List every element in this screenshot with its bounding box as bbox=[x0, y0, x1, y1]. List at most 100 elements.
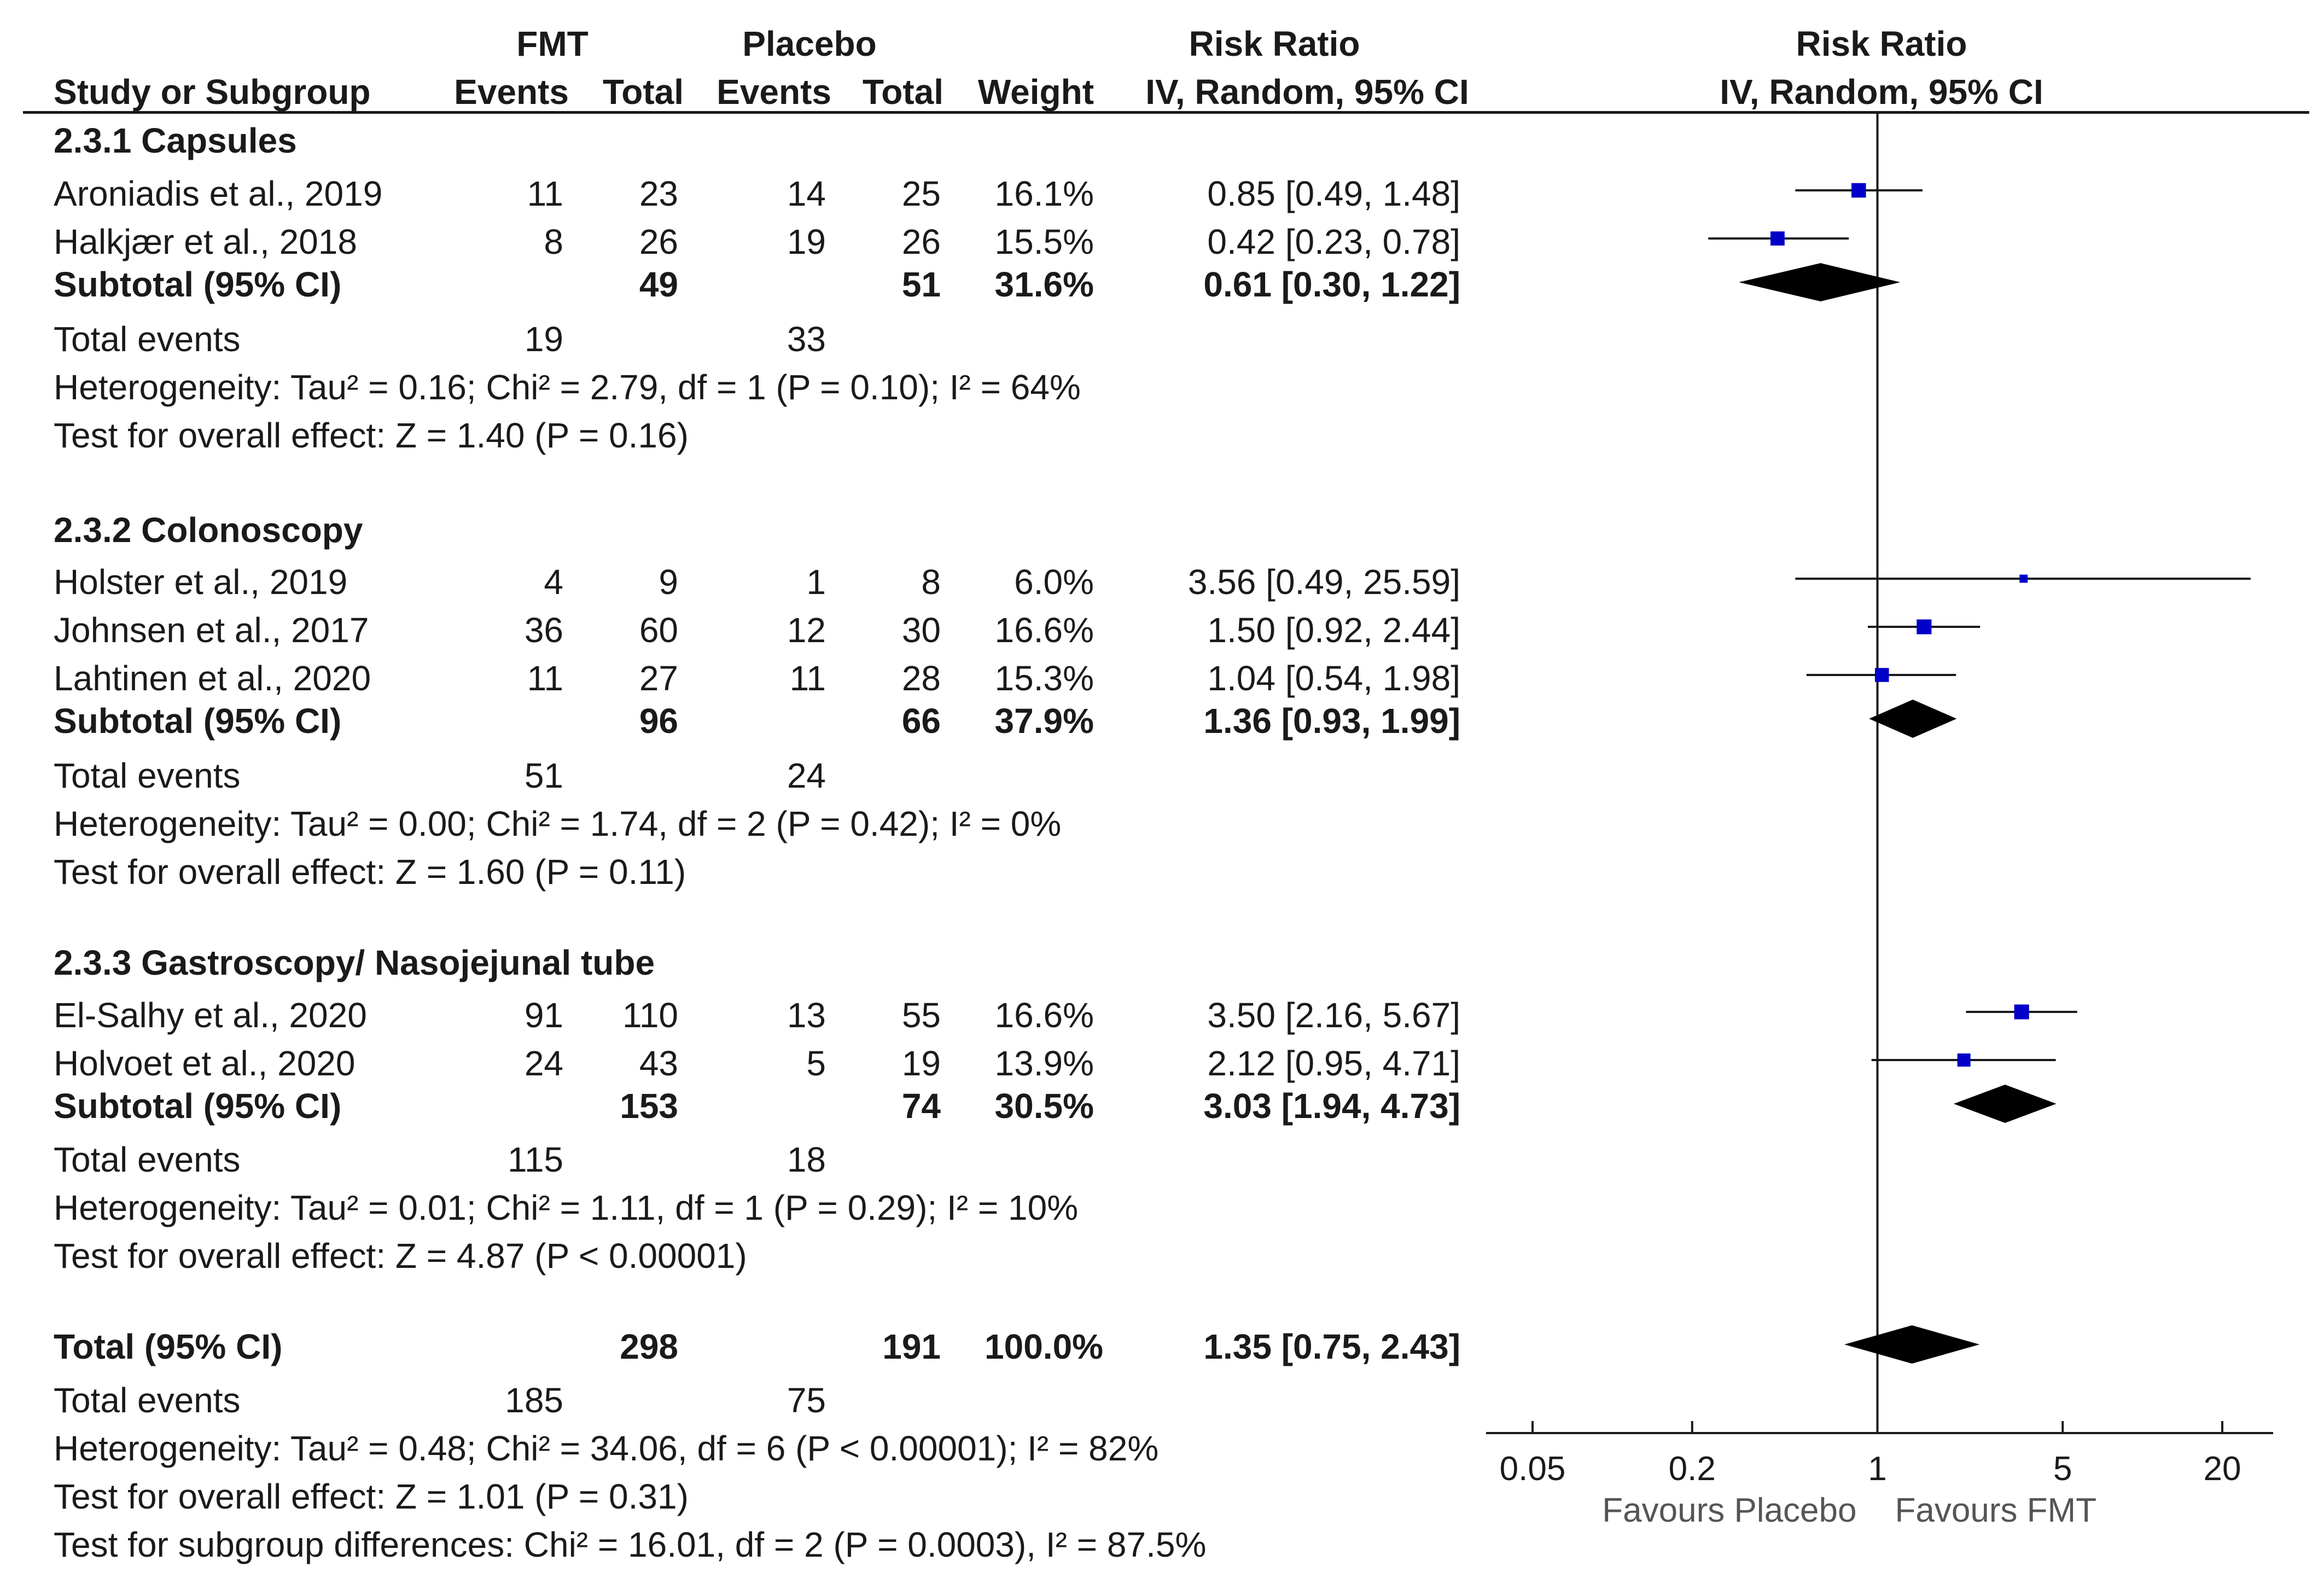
fmt-total: 27 bbox=[639, 659, 678, 698]
overall-effect-text: Test for overall effect: Z = 1.40 (P = 0… bbox=[54, 416, 689, 455]
subtotal-label: Subtotal (95% CI) bbox=[54, 701, 342, 741]
subtotal-fmt-total: 49 bbox=[639, 265, 678, 304]
total-events-label: Total events bbox=[54, 319, 241, 359]
risk-ratio-ci: 3.56 [0.49, 25.59] bbox=[1187, 562, 1460, 602]
forest-plot: 0.05 0.2 1 5 20 Favours Placebo Favours FMT bbox=[1486, 114, 2273, 1529]
header-study: Study or Subgroup bbox=[54, 72, 371, 112]
pooled-diamond bbox=[1739, 263, 1901, 301]
risk-ratio-ci: 1.50 [0.92, 2.44] bbox=[1207, 610, 1460, 650]
weight: 15.5% bbox=[994, 222, 1094, 261]
tick-label: 0.2 bbox=[1669, 1450, 1716, 1488]
total-events-placebo: 24 bbox=[787, 756, 826, 795]
overall-effect-text: Test for overall effect: Z = 4.87 (P < 0… bbox=[54, 1236, 747, 1276]
study-name: Johnsen et al., 2017 bbox=[54, 610, 369, 650]
tick-label: 5 bbox=[2053, 1450, 2072, 1488]
header-method-table: IV, Random, 95% CI bbox=[1145, 72, 1469, 112]
placebo-total: 8 bbox=[921, 562, 941, 602]
placebo-total: 19 bbox=[901, 1044, 941, 1083]
total-label: Total (95% CI) bbox=[54, 1327, 283, 1366]
fmt-total: 43 bbox=[639, 1044, 678, 1083]
subgroup-title: 2.3.2 Colonoscopy bbox=[54, 510, 363, 550]
placebo-total: 25 bbox=[901, 174, 941, 213]
subtotal-weight: 37.9% bbox=[994, 701, 1094, 741]
total-events-placebo: 18 bbox=[787, 1140, 826, 1179]
heterogeneity-text: Heterogeneity: Tau² = 0.01; Chi² = 1.11,… bbox=[54, 1188, 1079, 1227]
risk-ratio-ci: 1.04 [0.54, 1.98] bbox=[1207, 659, 1460, 698]
risk-ratio-ci: 3.50 [2.16, 5.67] bbox=[1207, 995, 1460, 1035]
risk-ratio-ci: 0.85 [0.49, 1.48] bbox=[1207, 174, 1460, 213]
fmt-events: 24 bbox=[524, 1044, 563, 1083]
total-fmt-total: 298 bbox=[620, 1327, 678, 1366]
study-marker bbox=[1957, 1053, 1971, 1067]
weight: 16.6% bbox=[994, 610, 1094, 650]
subtotal-placebo-total: 51 bbox=[901, 265, 941, 304]
placebo-events: 12 bbox=[787, 610, 826, 650]
study-name: Halkjær et al., 2018 bbox=[54, 222, 357, 261]
header-risk-ratio-plot: Risk Ratio bbox=[1796, 24, 1967, 63]
subtotal-risk-ratio-ci: 1.36 [0.93, 1.99] bbox=[1203, 701, 1460, 741]
header-fmt-events: Events bbox=[454, 72, 569, 112]
header-placebo-total: Total bbox=[862, 72, 943, 112]
risk-ratio-ci: 2.12 [0.95, 4.71] bbox=[1207, 1044, 1460, 1083]
fmt-events: 8 bbox=[544, 222, 563, 261]
overall-effect-text: Test for overall effect: Z = 1.60 (P = 0… bbox=[54, 852, 686, 892]
study-name: Lahtinen et al., 2020 bbox=[54, 659, 371, 698]
header-weight: Weight bbox=[977, 72, 1094, 112]
header-fmt-total: Total bbox=[602, 72, 684, 112]
total-events-label: Total events bbox=[54, 756, 241, 795]
study-marker bbox=[1770, 231, 1785, 246]
heterogeneity-text: Heterogeneity: Tau² = 0.48; Chi² = 34.06… bbox=[54, 1429, 1159, 1468]
subtotal-risk-ratio-ci: 0.61 [0.30, 1.22] bbox=[1203, 265, 1460, 304]
fmt-events: 91 bbox=[524, 995, 563, 1035]
total-placebo-total: 191 bbox=[882, 1327, 941, 1366]
weight: 15.3% bbox=[994, 659, 1094, 698]
header-rule bbox=[23, 111, 2309, 114]
pooled-diamond bbox=[1844, 1325, 1980, 1364]
total-weight: 100.0% bbox=[985, 1327, 1104, 1366]
header-placebo-events: Events bbox=[717, 72, 831, 112]
subgroup-differences-text: Test for subgroup differences: Chi² = 16… bbox=[54, 1525, 1207, 1564]
header-fmt: FMT bbox=[516, 24, 589, 63]
subtotal-risk-ratio-ci: 3.03 [1.94, 4.73] bbox=[1203, 1086, 1460, 1126]
subtotal-placebo-total: 66 bbox=[901, 701, 941, 741]
study-marker bbox=[1874, 668, 1889, 682]
placebo-total: 26 bbox=[901, 222, 941, 261]
placebo-events: 11 bbox=[789, 659, 826, 698]
favours-placebo-label: Favours Placebo bbox=[1602, 1492, 1856, 1529]
placebo-total: 28 bbox=[901, 659, 941, 698]
header-risk-ratio-table: Risk Ratio bbox=[1189, 24, 1360, 63]
tick-label: 0.05 bbox=[1500, 1450, 1566, 1488]
total-events-fmt: 115 bbox=[507, 1140, 563, 1179]
weight: 13.9% bbox=[994, 1044, 1094, 1083]
placebo-events: 19 bbox=[787, 222, 826, 261]
study-marker bbox=[2019, 574, 2028, 583]
weight: 6.0% bbox=[1014, 562, 1094, 602]
subtotal-weight: 31.6% bbox=[994, 265, 1094, 304]
subtotal-fmt-total: 153 bbox=[620, 1086, 678, 1126]
study-name: El-Salhy et al., 2020 bbox=[54, 995, 367, 1035]
heterogeneity-text: Heterogeneity: Tau² = 0.16; Chi² = 2.79,… bbox=[54, 368, 1081, 407]
heterogeneity-text: Heterogeneity: Tau² = 0.00; Chi² = 1.74,… bbox=[54, 804, 1062, 843]
pooled-diamond bbox=[1869, 700, 1957, 738]
study-marker bbox=[1917, 619, 1932, 634]
total-events-fmt: 185 bbox=[505, 1381, 563, 1420]
fmt-events: 36 bbox=[524, 610, 563, 650]
total-events-fmt: 51 bbox=[524, 756, 563, 795]
fmt-events: 11 bbox=[527, 659, 563, 698]
placebo-total: 55 bbox=[901, 995, 941, 1035]
subtotal-fmt-total: 96 bbox=[639, 701, 678, 741]
weight: 16.1% bbox=[994, 174, 1094, 213]
total-events-fmt: 19 bbox=[524, 319, 563, 359]
subtotal-placebo-total: 74 bbox=[901, 1086, 941, 1126]
total-events-placebo: 33 bbox=[787, 319, 826, 359]
tick-label: 1 bbox=[1868, 1450, 1886, 1488]
tick-label: 20 bbox=[2204, 1450, 2241, 1488]
header-placebo: Placebo bbox=[742, 24, 877, 63]
placebo-events: 5 bbox=[806, 1044, 826, 1083]
study-name: Holvoet et al., 2020 bbox=[54, 1044, 356, 1083]
study-marker bbox=[1851, 183, 1866, 198]
subtotal-weight: 30.5% bbox=[994, 1086, 1094, 1126]
study-name: Aroniadis et al., 2019 bbox=[54, 174, 383, 213]
placebo-events: 1 bbox=[806, 562, 826, 602]
fmt-total: 60 bbox=[639, 610, 678, 650]
